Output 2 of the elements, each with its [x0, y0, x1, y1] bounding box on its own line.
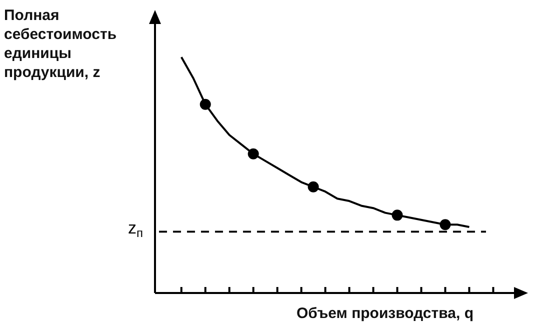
y-axis-title: Полная себестоимость единицы продукции, z — [4, 6, 118, 82]
x-axis-title: Объем производства, q — [295, 305, 474, 322]
